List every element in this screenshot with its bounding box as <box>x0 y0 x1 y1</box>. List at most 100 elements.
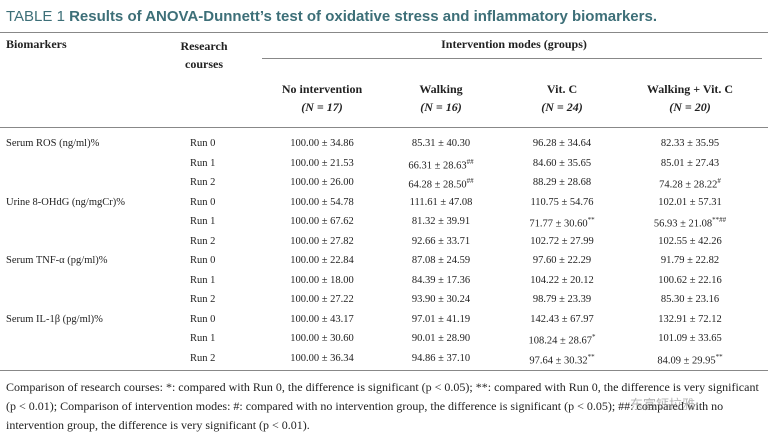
value-cell: 111.61 ± 47.08 <box>410 197 473 208</box>
value-text: 97.64 ± 30.32 <box>529 355 588 366</box>
bottom-rule <box>0 370 768 371</box>
value-cell: 91.79 ± 22.82 <box>661 255 719 266</box>
value-text: 100.00 ± 54.78 <box>290 196 354 208</box>
value-cell: 97.60 ± 22.29 <box>533 255 591 266</box>
value-text: 100.00 ± 36.34 <box>290 352 354 364</box>
group-header: No intervention (N = 17) <box>252 80 392 116</box>
value-cell: 71.77 ± 30.60** <box>529 216 594 230</box>
value-cell: 100.00 ± 22.84 <box>290 255 354 266</box>
value-text: 85.30 ± 23.16 <box>660 294 720 305</box>
group-header: Walking (N = 16) <box>371 80 511 116</box>
top-rule <box>0 32 768 33</box>
value-cell: 100.00 ± 34.86 <box>290 138 354 149</box>
table-label: TABLE 1 <box>6 8 65 25</box>
value-text: 66.31 ± 28.63 <box>408 160 467 171</box>
table-title-text: Results of ANOVA-Dunnett’s test of oxida… <box>69 8 658 25</box>
value-cell: 100.00 ± 30.60 <box>290 333 354 344</box>
value-text: 100.00 ± 18.00 <box>290 274 354 286</box>
value-text: 84.60 ± 35.65 <box>532 157 592 169</box>
value-text: 96.28 ± 34.64 <box>532 138 592 149</box>
value-text: 100.00 ± 27.82 <box>290 235 354 247</box>
value-text: 94.86 ± 37.10 <box>411 352 471 364</box>
value-cell: 93.90 ± 30.24 <box>412 294 470 305</box>
value-cell: 88.29 ± 28.68 <box>533 177 591 188</box>
value-text: 87.08 ± 24.59 <box>411 255 471 266</box>
biomarker: Serum IL-1β (pg/ml)% <box>6 313 103 325</box>
value-text: 85.01 ± 27.43 <box>660 157 720 169</box>
value-text: 97.60 ± 22.29 <box>532 255 592 266</box>
value-cell: 104.22 ± 20.12 <box>530 275 594 286</box>
value-text: 104.22 ± 20.12 <box>530 274 594 286</box>
value-cell: 102.72 ± 27.99 <box>530 236 594 247</box>
group-n: (N = 24) <box>541 100 583 114</box>
value-cell: 102.55 ± 42.26 <box>658 236 722 247</box>
group-name: Walking <box>419 82 463 96</box>
value-text: 100.00 ± 27.22 <box>290 294 354 305</box>
table-title: TABLE 1 Results of ANOVA-Dunnett’s test … <box>6 8 657 25</box>
value-text: 110.75 ± 54.76 <box>530 196 594 208</box>
biomarker: Serum ROS (ng/ml)% <box>6 138 100 149</box>
value-cell: 100.00 ± 21.53 <box>290 158 354 169</box>
significance-mark: **## <box>712 216 727 224</box>
value-text: 100.00 ± 67.62 <box>290 216 354 227</box>
value-cell: 100.00 ± 26.00 <box>290 177 354 188</box>
course: Run 2 <box>190 352 216 364</box>
value-text: 132.91 ± 72.12 <box>658 313 722 325</box>
header-modes: Intervention modes (groups) <box>441 37 587 51</box>
course: Run 1 <box>190 274 216 286</box>
value-text: 91.79 ± 22.82 <box>660 255 720 266</box>
value-text: 101.09 ± 33.65 <box>658 333 722 344</box>
value-text: 74.28 ± 28.22 <box>659 179 718 191</box>
significance-mark: ** <box>587 216 595 224</box>
value-cell: 132.91 ± 72.12 <box>658 314 722 325</box>
course: Run 1 <box>190 333 216 344</box>
significance-mark: * <box>592 333 596 341</box>
value-cell: 85.31 ± 40.30 <box>412 138 470 149</box>
watermark: 东富钙拉雅 <box>630 398 696 413</box>
value-cell: 142.43 ± 67.97 <box>530 314 594 325</box>
biomarker: Urine 8-OHdG (ng/mgCr)% <box>6 196 125 208</box>
value-cell: 98.79 ± 23.39 <box>533 294 591 305</box>
value-cell: 85.30 ± 23.16 <box>661 294 719 305</box>
value-text: 102.55 ± 42.26 <box>658 235 722 247</box>
value-cell: 100.00 ± 67.62 <box>290 216 354 227</box>
course: Run 0 <box>190 313 216 325</box>
value-cell: 81.32 ± 39.91 <box>412 216 470 227</box>
value-cell: 100.00 ± 27.22 <box>290 294 354 305</box>
significance-mark: ** <box>587 352 595 361</box>
value-text: 92.66 ± 33.71 <box>411 235 471 247</box>
value-text: 100.62 ± 22.16 <box>658 274 722 286</box>
value-text: 100.00 ± 43.17 <box>290 313 354 325</box>
value-text: 90.01 ± 28.90 <box>411 333 471 344</box>
value-cell: 82.33 ± 35.95 <box>661 138 719 149</box>
value-cell: 101.09 ± 33.65 <box>658 333 722 344</box>
value-cell: 100.00 ± 27.82 <box>290 236 354 247</box>
value-cell: 94.86 ± 37.10 <box>412 353 470 364</box>
biomarker: Serum TNF-α (pg/ml)% <box>6 255 108 266</box>
value-text: 93.90 ± 30.24 <box>411 294 471 305</box>
value-text: 100.00 ± 30.60 <box>290 333 354 344</box>
value-cell: 64.28 ± 28.50## <box>408 177 473 191</box>
value-text: 64.28 ± 28.50 <box>408 179 467 191</box>
value-text: 97.01 ± 41.19 <box>411 313 471 325</box>
value-text: 102.72 ± 27.99 <box>530 235 594 247</box>
value-cell: 108.24 ± 28.67* <box>528 333 595 347</box>
value-text: 108.24 ± 28.67 <box>528 335 593 347</box>
header-courses: Research courses <box>180 39 228 71</box>
value-text: 82.33 ± 35.95 <box>660 138 720 149</box>
value-text: 102.01 ± 57.31 <box>658 196 722 208</box>
value-text: 56.93 ± 21.08 <box>653 218 713 230</box>
group-n: (N = 17) <box>301 100 343 114</box>
value-cell: 96.28 ± 34.64 <box>533 138 591 149</box>
course: Run 2 <box>190 235 216 247</box>
value-cell: 66.31 ± 28.63## <box>408 158 473 172</box>
course: Run 1 <box>190 216 216 227</box>
group-n: (N = 20) <box>669 100 711 114</box>
value-cell: 92.66 ± 33.71 <box>412 236 470 247</box>
course: Run 0 <box>190 196 216 208</box>
value-cell: 100.62 ± 22.16 <box>658 275 722 286</box>
value-cell: 74.28 ± 28.22# <box>659 177 721 191</box>
group-header: Walking + Vit. C (N = 20) <box>620 80 760 116</box>
value-text: 111.61 ± 47.08 <box>409 196 473 208</box>
